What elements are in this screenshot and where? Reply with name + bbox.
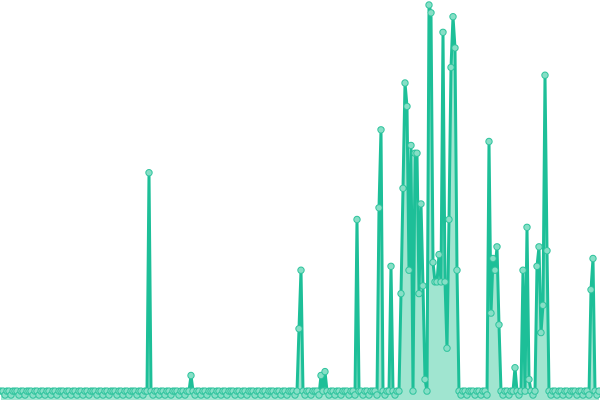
line-layer (1, 3, 600, 397)
data-point (187, 371, 195, 380)
data-point (417, 200, 425, 208)
data-point (487, 309, 495, 317)
data-point (399, 184, 407, 193)
data-point (535, 243, 543, 251)
data-point (409, 387, 417, 395)
data-point (585, 391, 593, 399)
data-point (495, 321, 503, 329)
data-point (387, 262, 395, 270)
data-point (397, 289, 405, 298)
data-point (405, 266, 413, 274)
data-point (485, 137, 493, 146)
data-point (445, 215, 453, 224)
data-point (401, 79, 409, 87)
data-point (587, 286, 595, 294)
data-point (427, 9, 435, 17)
data-point (425, 1, 433, 9)
data-point (539, 301, 547, 309)
data-point (531, 387, 539, 395)
data-point (525, 375, 533, 384)
data-point (491, 266, 499, 274)
series-line (1, 3, 600, 397)
data-point (543, 247, 551, 255)
data-point (377, 126, 385, 134)
data-point (595, 387, 600, 395)
data-point (493, 243, 501, 251)
data-point (295, 325, 303, 333)
data-point (489, 254, 497, 263)
data-point (423, 387, 431, 395)
data-point (449, 13, 457, 21)
data-point (533, 262, 541, 270)
data-point (321, 367, 329, 376)
data-point (415, 289, 423, 298)
data-point (145, 169, 153, 177)
data-point (541, 71, 549, 79)
data-point (441, 278, 449, 286)
data-point (403, 102, 411, 111)
data-point (413, 149, 421, 157)
data-point (483, 391, 491, 399)
data-point (451, 44, 459, 52)
data-point (511, 364, 519, 372)
data-point (395, 387, 403, 395)
data-point (447, 63, 455, 72)
data-point (453, 266, 461, 274)
data-point (519, 266, 527, 274)
data-point (521, 387, 529, 395)
data-point (373, 391, 381, 399)
data-point (293, 387, 301, 395)
data-point (439, 28, 447, 36)
data-point (407, 141, 415, 150)
data-point (429, 258, 437, 267)
data-point (421, 375, 429, 384)
data-point (419, 282, 427, 290)
data-point (443, 344, 451, 352)
data-point (435, 250, 443, 259)
area-layer (1, 5, 599, 400)
data-point (297, 266, 305, 274)
data-point (537, 328, 545, 337)
series-area (1, 5, 599, 400)
data-point (375, 204, 383, 212)
data-point (523, 223, 531, 232)
data-point (589, 254, 597, 263)
data-point (353, 215, 361, 224)
